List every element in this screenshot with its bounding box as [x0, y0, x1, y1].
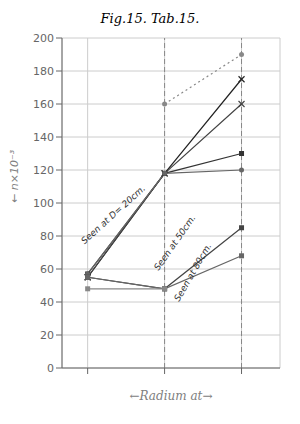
svg-text:← n×10⁻³: ← n×10⁻³	[8, 149, 21, 203]
svg-text:40: 40	[40, 296, 54, 309]
svg-text:120: 120	[33, 164, 54, 177]
svg-text:200: 200	[33, 32, 54, 45]
svg-text:←Radium at→: ←Radium at→	[130, 389, 213, 403]
svg-text:0: 0	[47, 362, 54, 375]
svg-text:80: 80	[40, 230, 54, 243]
html-text:Fig.15. Tab.15.: Fig.15. Tab.15.	[100, 11, 200, 26]
svg-text:100: 100	[33, 197, 54, 210]
svg-text:160: 160	[33, 98, 54, 111]
svg-text:180: 180	[33, 65, 54, 78]
svg-text:Seen at 80cm.: Seen at 80cm.	[172, 242, 213, 304]
svg-text:Seen at D= 20cm.: Seen at D= 20cm.	[79, 183, 147, 246]
svg-text:140: 140	[33, 131, 54, 144]
svg-text:20: 20	[40, 329, 54, 342]
svg-text:Seen at 50cm.: Seen at 50cm.	[152, 213, 198, 272]
svg-text:60: 60	[40, 263, 54, 276]
